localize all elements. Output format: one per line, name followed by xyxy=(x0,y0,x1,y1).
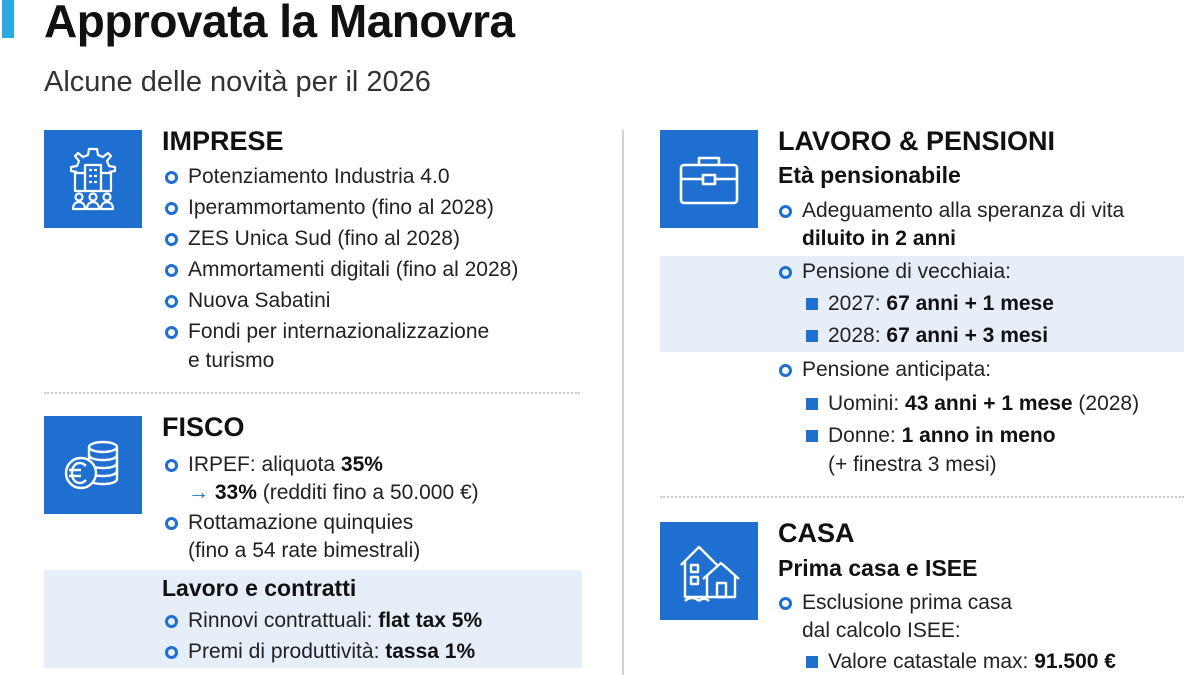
donne-note: (+ finestra 3 mesi) xyxy=(828,453,997,476)
bullet-icon xyxy=(165,615,178,628)
vecchiaia-2027: 2027: 67 anni + 1 mese xyxy=(828,291,1054,317)
vecchiaia-band xyxy=(660,256,1184,352)
bullet-icon xyxy=(165,517,178,530)
section-divider xyxy=(660,496,1184,498)
lavoro-pensioni-title: LAVORO & PENSIONI xyxy=(778,126,1056,156)
premi-line: Premi di produttività: tassa 1% xyxy=(188,639,475,665)
irpef-new-line: → 33% (redditi fino a 50.000 €) xyxy=(188,480,479,506)
square-bullet-icon xyxy=(806,656,818,668)
vecchiaia-2028-value: 67 anni + 3 mesi xyxy=(886,324,1049,347)
bullet-icon xyxy=(779,597,792,610)
bullet-icon xyxy=(779,364,792,377)
lavoro-contratti-title: Lavoro e contratti xyxy=(162,575,357,601)
rottamazione-line-2: (fino a 54 rate bimestrali) xyxy=(188,539,421,562)
donne-value: 1 anno in meno xyxy=(901,424,1056,447)
year-2027: 2027: xyxy=(828,292,887,315)
anticipata-uomini: Uomini: 43 anni + 1 mese (2028) xyxy=(828,391,1139,417)
imprese-item: Nuova Sabatini xyxy=(188,289,331,312)
bullet-icon xyxy=(779,266,792,279)
uomini-value: 43 anni + 1 mese xyxy=(905,392,1073,415)
premi-label: Premi di produttività: xyxy=(188,640,386,663)
esclusione-line-2: dal calcolo ISEE: xyxy=(802,619,961,642)
page-title: Approvata la Manovra xyxy=(44,0,515,47)
rinnovi-label: Rinnovi contrattuali: xyxy=(188,609,379,632)
imprese-title: IMPRESE xyxy=(162,126,284,156)
square-bullet-icon xyxy=(806,398,818,410)
eta-pensionabile-title: Età pensionabile xyxy=(778,162,961,188)
uomini-label: Uomini: xyxy=(828,392,906,415)
imprese-item: ZES Unica Sud (fino al 2028) xyxy=(188,227,460,250)
adeguamento-line: Adeguamento alla speranza di vita xyxy=(802,199,1125,222)
premi-value: tassa 1% xyxy=(385,640,476,663)
houses-icon xyxy=(660,522,758,620)
bullet-icon xyxy=(165,233,178,246)
imprese-item: Ammortamenti digitali (fino al 2028) xyxy=(188,258,519,281)
column-divider xyxy=(622,130,624,675)
bullet-icon xyxy=(165,326,178,339)
valore-label: Valore catastale max: xyxy=(828,650,1035,673)
valore-catastale: Valore catastale max: 91.500 € xyxy=(828,649,1116,675)
irpef-new-rate: 33% xyxy=(214,481,257,504)
square-bullet-icon xyxy=(806,330,818,342)
bullet-icon xyxy=(779,205,792,218)
rinnovi-line: Rinnovi contrattuali: flat tax 5% xyxy=(188,608,482,634)
imprese-item: Fondi per internazionalizzazione xyxy=(188,320,490,343)
bullet-icon xyxy=(165,295,178,308)
esclusione-line: Esclusione prima casa xyxy=(802,591,1013,614)
vecchiaia-label: Pensione di vecchiaia: xyxy=(802,260,1011,283)
bullet-icon xyxy=(165,171,178,184)
section-divider xyxy=(44,392,580,394)
irpef-note: (redditi fino a 50.000 €) xyxy=(256,481,479,504)
donne-label: Donne: xyxy=(828,424,902,447)
imprese-item-continuation: e turismo xyxy=(188,349,275,372)
bullet-icon xyxy=(165,459,178,472)
adeguamento-value: diluito in 2 anni xyxy=(802,227,956,250)
vecchiaia-2027-value: 67 anni + 1 mese xyxy=(886,292,1054,315)
title-accent-bar xyxy=(2,0,14,38)
fisco-title: FISCO xyxy=(162,412,245,442)
year-2028: 2028: xyxy=(828,324,887,347)
industry-gear-people-icon xyxy=(44,130,142,228)
irpef-label: IRPEF: aliquota xyxy=(188,453,341,476)
bullet-icon xyxy=(165,646,178,659)
page-subtitle: Alcune delle novità per il 2026 xyxy=(44,66,431,98)
anticipata-donne: Donne: 1 anno in meno xyxy=(828,423,1056,449)
imprese-item: Potenziamento Industria 4.0 xyxy=(188,165,450,188)
prima-casa-title: Prima casa e ISEE xyxy=(778,555,978,581)
square-bullet-icon xyxy=(806,298,818,310)
casa-title: CASA xyxy=(778,518,855,548)
adeguamento-line-2: diluito in 2 anni xyxy=(802,226,956,252)
rottamazione-line: Rottamazione quinquies xyxy=(188,511,414,534)
lavoro-contratti-band xyxy=(44,570,582,668)
anticipata-label: Pensione anticipata: xyxy=(802,358,992,381)
valore-value: 91.500 € xyxy=(1034,650,1116,673)
irpef-old-rate: 35% xyxy=(340,453,383,476)
bullet-icon xyxy=(165,264,178,277)
rinnovi-value: flat tax 5% xyxy=(378,609,483,632)
euro-coins-icon xyxy=(44,416,142,514)
arrow-right-icon: → xyxy=(188,481,209,504)
irpef-line: IRPEF: aliquota 35% xyxy=(188,452,383,478)
briefcase-icon xyxy=(660,130,758,228)
vecchiaia-2028: 2028: 67 anni + 3 mesi xyxy=(828,323,1048,349)
bullet-icon xyxy=(165,202,178,215)
imprese-item: Iperammortamento (fino al 2028) xyxy=(188,196,494,219)
square-bullet-icon xyxy=(806,430,818,442)
uomini-note: (2028) xyxy=(1072,392,1140,415)
